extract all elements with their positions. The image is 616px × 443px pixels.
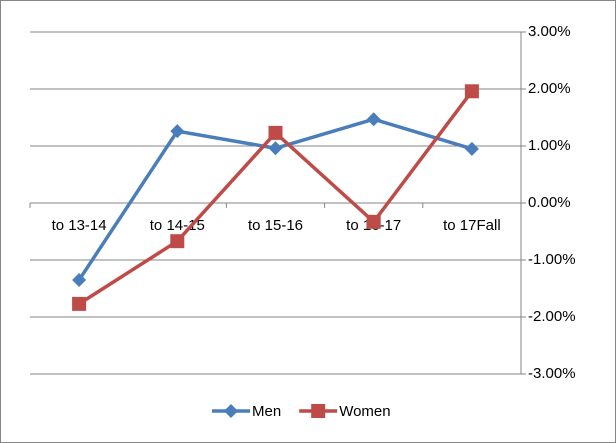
- x-tick-label: to 15-16: [248, 217, 303, 234]
- y-tick-label: 0.00%: [528, 194, 571, 211]
- x-tick-label: to 13-14: [52, 217, 107, 234]
- marker: [170, 124, 185, 139]
- legend-label: Men: [252, 403, 281, 420]
- y-tick-label: -3.00%: [528, 365, 576, 382]
- marker: [366, 112, 381, 127]
- marker: [72, 296, 87, 311]
- marker: [366, 214, 381, 229]
- x-tick-label: to 17Fall: [443, 217, 501, 234]
- marker: [268, 125, 283, 140]
- y-tick-label: 2.00%: [528, 80, 571, 97]
- x-tick-label: to 14-15: [150, 217, 205, 234]
- marker: [268, 141, 283, 156]
- legend-label: Women: [339, 403, 390, 420]
- marker: [224, 404, 238, 418]
- y-tick-label: 3.00%: [528, 23, 571, 40]
- y-tick-label: -2.00%: [528, 308, 576, 325]
- y-tick-label: 1.00%: [528, 137, 571, 154]
- legend: Men Women: [212, 403, 391, 420]
- marker: [464, 84, 479, 99]
- marker: [72, 272, 87, 287]
- marker: [464, 141, 479, 156]
- y-tick-label: -1.00%: [528, 251, 576, 268]
- marker: [311, 404, 326, 418]
- marker: [170, 234, 185, 249]
